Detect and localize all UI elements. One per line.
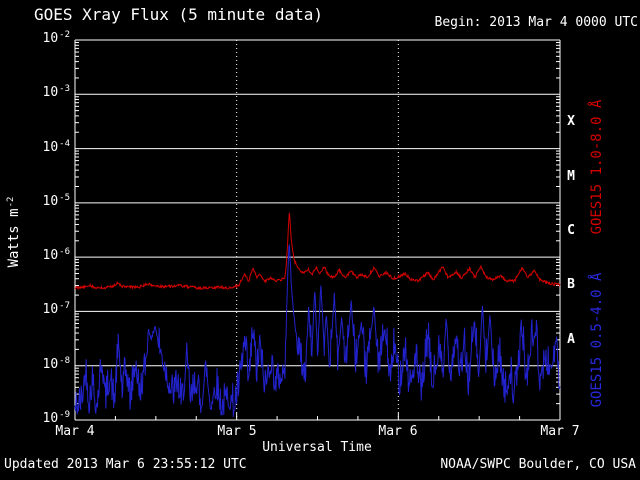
y-tick-label: 10-4 <box>42 138 71 155</box>
x-tick-mar5: Mar 5 <box>217 424 257 439</box>
y-axis-label-exponent: -2 <box>6 196 16 208</box>
y-tick-label: 10-6 <box>42 247 71 264</box>
y-tick-label: 10-7 <box>42 301 71 318</box>
y-axis-label-base: Watts m <box>6 208 22 268</box>
y-tick-label: 10-2 <box>42 30 71 46</box>
y-tick-label: 10-5 <box>42 192 71 209</box>
x-axis-label: Universal Time <box>262 440 372 455</box>
goes15-long-channel-label: GOES15 1.0-8.0 Å <box>589 99 605 235</box>
y-tick-label: 10-8 <box>42 355 71 372</box>
goes15-short-series <box>74 244 561 417</box>
y-tick-label: 10-9 <box>42 410 71 426</box>
flare-class-c: C <box>567 223 575 238</box>
credit-label: NOAA/SWPC Boulder, CO USA <box>440 457 636 472</box>
flare-class-m: M <box>567 169 575 184</box>
y-tick-label: 10-3 <box>42 84 71 101</box>
goes15-short-channel-label: GOES15 0.5-4.0 Å <box>589 272 605 408</box>
flare-class-b: B <box>567 277 575 292</box>
begin-label: Begin: 2013 Mar 4 0000 UTC <box>434 15 639 30</box>
x-tick-mar7: Mar 7 <box>540 424 580 439</box>
chart-title: GOES Xray Flux (5 minute data) <box>34 5 323 24</box>
x-tick-mar6: Mar 6 <box>378 424 418 439</box>
updated-timestamp: Updated 2013 Mar 6 23:55:12 UTC <box>4 457 247 472</box>
y-axis-label: Watts m-2 <box>6 197 22 268</box>
flare-class-x: X <box>567 114 575 129</box>
goes15-long-series <box>74 212 561 291</box>
x-tick-mar4: Mar 4 <box>55 424 95 439</box>
flare-class-a: A <box>567 332 575 347</box>
